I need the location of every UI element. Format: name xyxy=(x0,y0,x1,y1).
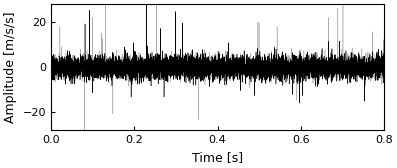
Y-axis label: Amplitude [m/s/s]: Amplitude [m/s/s] xyxy=(4,12,17,123)
X-axis label: Time [s]: Time [s] xyxy=(192,151,243,164)
